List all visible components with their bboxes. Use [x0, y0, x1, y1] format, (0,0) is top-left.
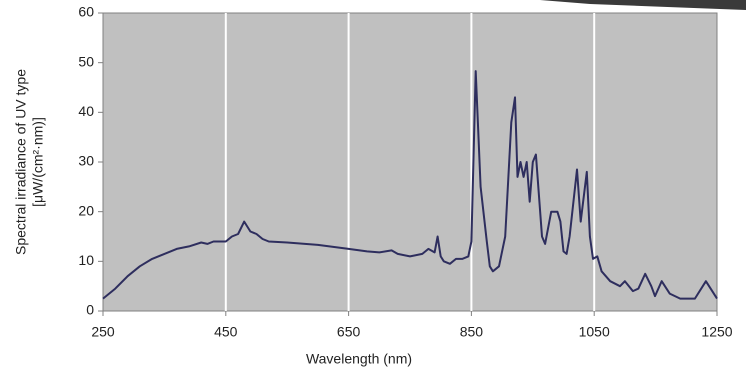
x-tick-label: 850: [460, 324, 484, 340]
y-axis-label-line: [μW/(cm²·nm)]: [30, 117, 46, 207]
y-axis-label-line: Spectral irradiance of UV type: [13, 69, 29, 255]
x-tick-label: 1050: [579, 324, 610, 340]
y-tick-label: 30: [78, 153, 94, 169]
x-tick-label: 650: [337, 324, 361, 340]
plot-area: [102, 12, 718, 312]
y-tick-label: 40: [78, 103, 94, 119]
y-tick-label: 50: [78, 53, 94, 69]
y-axis-label: Spectral irradiance of UV type [μW/(cm²·…: [13, 69, 46, 255]
y-tick-label: 60: [78, 4, 94, 20]
decoration: [540, 0, 746, 10]
x-tick-label: 450: [214, 324, 238, 340]
line: [102, 70, 718, 300]
x-axis-label: Wavelength (nm): [306, 351, 412, 367]
x-tick-label: 250: [91, 324, 115, 340]
y-tick-label: 20: [78, 202, 94, 218]
y-tick-label: 0: [86, 302, 94, 318]
x-tick-label: 1250: [701, 324, 732, 340]
y-tick-label: 10: [78, 252, 94, 268]
